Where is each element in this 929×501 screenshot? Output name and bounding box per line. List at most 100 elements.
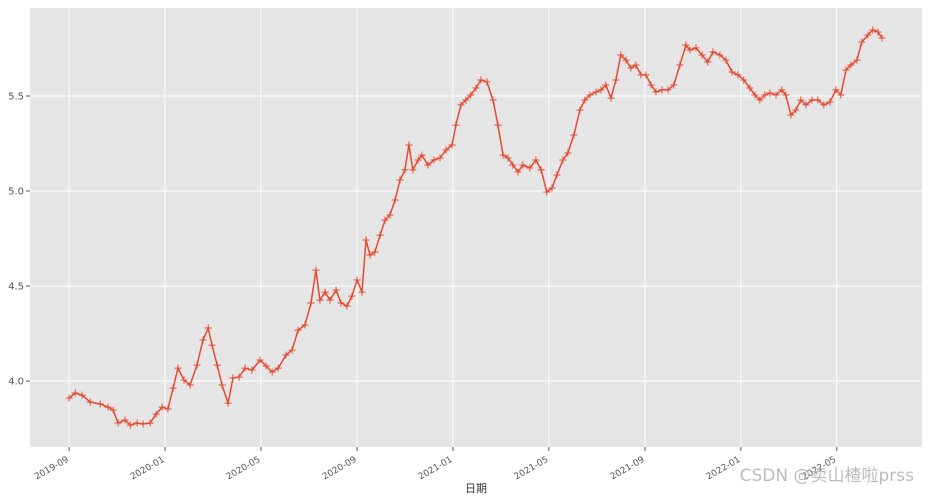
y-tick-label: 4.5 — [8, 282, 24, 293]
point-marker — [602, 81, 610, 89]
point-marker — [208, 341, 216, 349]
point-marker — [396, 176, 404, 184]
point-marker — [837, 91, 845, 99]
point-marker — [282, 351, 290, 359]
point-marker — [494, 121, 502, 129]
y-tick-label: 4.0 — [8, 377, 24, 388]
point-marker — [301, 321, 309, 329]
point-marker — [692, 44, 700, 52]
point-marker — [218, 381, 226, 389]
point-marker — [193, 361, 201, 369]
point-marker — [847, 61, 855, 69]
x-tick-label: 2020-01 — [129, 455, 167, 482]
point-marker — [751, 91, 759, 99]
point-marker — [348, 292, 356, 300]
point-marker — [489, 96, 497, 104]
point-marker — [235, 373, 243, 381]
point-marker — [622, 56, 630, 64]
point-marker — [802, 101, 810, 109]
point-marker — [766, 89, 774, 97]
point-marker — [548, 184, 556, 192]
point-marker — [164, 405, 172, 413]
point-marker — [294, 326, 302, 334]
point-marker — [418, 151, 426, 159]
point-marker — [362, 236, 370, 244]
point-marker — [670, 81, 678, 89]
point-marker — [586, 91, 594, 99]
point-marker — [414, 156, 422, 164]
point-marker — [787, 111, 795, 119]
point-marker — [248, 366, 256, 374]
point-marker — [376, 231, 384, 239]
point-marker — [472, 84, 480, 92]
point-marker — [878, 34, 886, 42]
point-marker — [321, 288, 329, 296]
point-marker — [104, 403, 112, 411]
point-marker — [553, 171, 561, 179]
point-marker — [686, 46, 694, 54]
point-marker — [86, 398, 94, 406]
point-marker — [642, 71, 650, 79]
point-marker — [213, 361, 221, 369]
point-marker — [224, 399, 232, 407]
point-marker — [307, 299, 315, 307]
series-line — [68, 29, 883, 426]
point-marker — [514, 168, 522, 176]
point-marker — [570, 131, 578, 139]
point-marker — [658, 86, 666, 94]
point-marker — [391, 196, 399, 204]
point-marker — [581, 96, 589, 104]
point-marker — [842, 66, 850, 74]
point-marker — [504, 154, 512, 162]
point-marker — [436, 154, 444, 162]
point-marker — [158, 403, 166, 411]
point-marker — [792, 106, 800, 114]
point-marker — [820, 101, 828, 109]
point-marker — [241, 364, 249, 372]
y-tick-label: 5.0 — [8, 187, 24, 198]
point-marker — [114, 419, 122, 427]
point-marker — [576, 106, 584, 114]
point-marker — [180, 376, 188, 384]
point-marker — [483, 78, 491, 86]
point-marker — [627, 64, 635, 72]
point-marker — [526, 164, 534, 172]
point-marker — [709, 48, 717, 56]
x-tick-label: 2020-09 — [321, 455, 359, 483]
point-marker — [652, 88, 660, 96]
point-marker — [96, 400, 104, 408]
point-marker — [592, 88, 600, 96]
point-marker — [256, 356, 264, 364]
point-marker — [664, 86, 672, 94]
point-marker — [869, 26, 877, 34]
point-marker — [121, 416, 129, 424]
point-marker — [174, 364, 182, 372]
x-tick-label: 2019-09 — [33, 455, 71, 483]
x-tick-label: 2021-09 — [609, 455, 647, 483]
point-marker — [268, 368, 276, 376]
point-marker — [676, 61, 684, 69]
point-marker — [71, 389, 79, 397]
point-marker — [358, 288, 366, 296]
point-marker — [797, 96, 805, 104]
point-marker — [448, 141, 456, 149]
point-marker — [152, 410, 160, 418]
point-marker — [405, 141, 413, 149]
point-marker — [452, 121, 460, 129]
point-marker — [499, 151, 507, 159]
point-marker — [519, 161, 527, 169]
x-tick-label: 2021-01 — [417, 455, 455, 482]
point-marker — [186, 381, 194, 389]
point-marker — [874, 28, 882, 36]
point-marker — [332, 286, 340, 294]
point-marker — [597, 86, 605, 94]
x-tick-label: 2021-05 — [513, 455, 551, 482]
point-marker — [532, 156, 540, 164]
plot-area — [30, 8, 922, 447]
point-marker — [353, 276, 361, 284]
point-marker — [337, 299, 345, 307]
point-marker — [386, 211, 394, 219]
point-marker — [409, 166, 417, 174]
